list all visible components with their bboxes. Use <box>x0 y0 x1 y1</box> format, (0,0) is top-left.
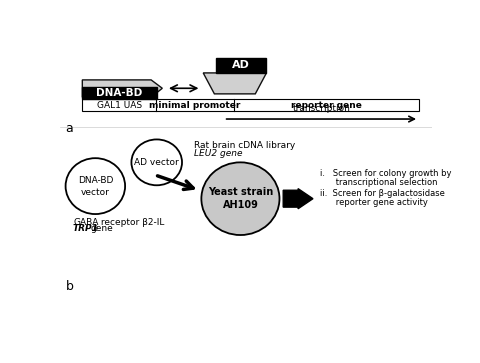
Text: reporter gene activity: reporter gene activity <box>321 198 428 207</box>
Text: AD vector: AD vector <box>134 158 179 167</box>
Text: receptor β2-IL: receptor β2-IL <box>97 218 164 227</box>
Ellipse shape <box>66 158 125 214</box>
Text: ii.  Screen for β-galactosidase: ii. Screen for β-galactosidase <box>321 189 445 198</box>
Text: reporter gene: reporter gene <box>291 101 362 110</box>
Text: LEU2 gene: LEU2 gene <box>194 149 242 158</box>
FancyBboxPatch shape <box>83 87 156 99</box>
Text: Rat brain cDNA library: Rat brain cDNA library <box>194 141 295 150</box>
Text: i.   Screen for colony growth by: i. Screen for colony growth by <box>321 169 452 178</box>
Polygon shape <box>83 80 162 97</box>
Ellipse shape <box>202 162 279 235</box>
Text: gene: gene <box>90 224 113 233</box>
Text: transcriptional selection: transcriptional selection <box>321 178 438 187</box>
FancyBboxPatch shape <box>216 57 266 73</box>
Text: DNA-BD: DNA-BD <box>96 88 143 98</box>
Ellipse shape <box>132 139 182 185</box>
Text: minimal promoter: minimal promoter <box>149 101 241 110</box>
Text: Yeast strain
AH109: Yeast strain AH109 <box>208 187 273 210</box>
Text: b: b <box>66 280 73 293</box>
Text: A: A <box>94 225 98 230</box>
Text: transcription: transcription <box>292 105 350 113</box>
Text: GAL1 UAS: GAL1 UAS <box>97 101 142 110</box>
Polygon shape <box>203 73 266 94</box>
Text: AD: AD <box>232 60 250 70</box>
Text: a: a <box>66 122 73 135</box>
Text: DNA-BD
vector: DNA-BD vector <box>78 176 113 196</box>
Text: GABA: GABA <box>73 218 98 227</box>
Text: TRP1: TRP1 <box>73 224 99 233</box>
Polygon shape <box>283 189 313 209</box>
FancyBboxPatch shape <box>83 99 419 111</box>
